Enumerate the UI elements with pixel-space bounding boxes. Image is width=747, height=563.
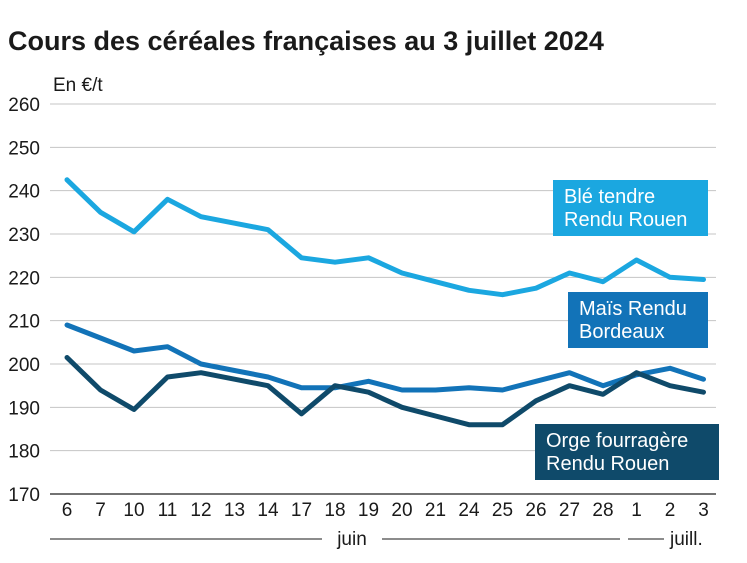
series-label-background [568, 292, 708, 348]
series-label-background [535, 424, 719, 480]
x-tick-label: 10 [123, 500, 144, 521]
series-label-background [553, 180, 708, 236]
x-tick-label: 14 [257, 500, 279, 521]
x-tick-label: 11 [158, 500, 178, 521]
series-label-text: Rendu Rouen [564, 209, 687, 231]
y-tick-label: 170 [8, 485, 40, 506]
x-tick-label: 21 [425, 500, 446, 521]
x-tick-label: 20 [391, 500, 412, 521]
x-tick-label: 18 [324, 500, 345, 521]
y-tick-label: 210 [8, 312, 40, 333]
x-tick-label: 17 [291, 500, 312, 521]
x-tick-label: 27 [559, 500, 580, 521]
series-label-text: Rendu Rouen [546, 453, 669, 475]
series-line [64, 355, 706, 428]
y-axis-ticks: 170 180 190 200 210 220 230 240 250 260 [8, 95, 40, 506]
y-tick-label: 190 [8, 398, 40, 419]
series-label-text: Orge fourragère [546, 430, 688, 452]
x-tick-label: 2 [665, 500, 676, 521]
series-label-text: Maïs Rendu [579, 298, 687, 320]
x-tick-label: 13 [224, 500, 245, 521]
x-tick-label: 26 [525, 500, 546, 521]
series-line [64, 322, 706, 393]
grid-lines [50, 103, 716, 495]
x-tick-label: 12 [190, 500, 211, 521]
month-label-juillet: juill. [669, 529, 703, 550]
x-tick-label: 6 [62, 500, 73, 521]
x-tick-label: 24 [458, 500, 480, 521]
x-tick-label: 3 [698, 500, 709, 521]
y-tick-label: 240 [8, 182, 40, 203]
y-tick-label: 200 [8, 355, 40, 376]
x-axis-ticks: 6 7 10 11 12 13 14 17 18 19 20 21 24 25 26 27 28 1 2 3 [62, 500, 709, 521]
y-tick-label: 260 [8, 95, 40, 116]
x-tick-label: 25 [492, 500, 513, 521]
series-label-text: Blé tendre [564, 186, 655, 208]
y-axis-label: En €/t [53, 75, 103, 96]
x-tick-label: 28 [592, 500, 613, 521]
y-tick-label: 220 [8, 268, 40, 289]
month-labels: juin juill. [50, 529, 703, 550]
y-tick-label: 250 [8, 138, 40, 159]
series-label-text: Bordeaux [579, 321, 665, 343]
series-line [64, 177, 706, 298]
y-tick-label: 180 [8, 442, 40, 463]
x-tick-label: 7 [95, 500, 106, 521]
x-tick-label: 1 [631, 500, 642, 521]
y-tick-label: 230 [8, 225, 40, 246]
chart-title: Cours des céréales françaises au 3 juill… [8, 26, 604, 56]
month-label-juin: juin [336, 529, 367, 550]
series-lines [64, 177, 706, 428]
x-tick-label: 19 [358, 500, 379, 521]
